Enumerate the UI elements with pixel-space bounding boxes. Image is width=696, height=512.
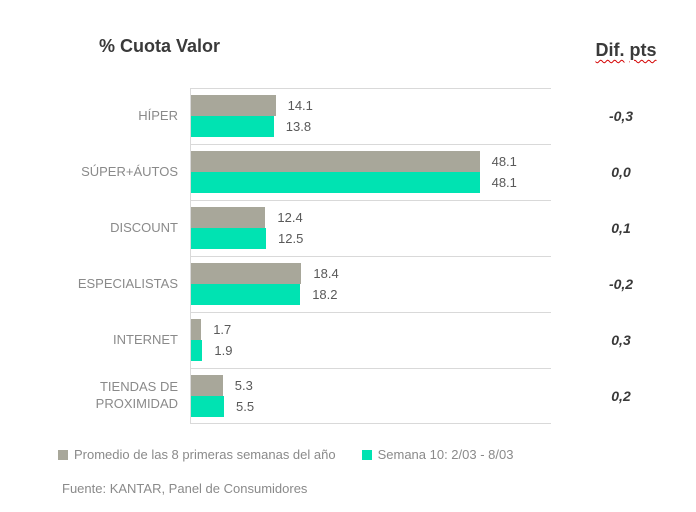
bar-week-series	[191, 116, 274, 137]
legend-label-average: Promedio de las 8 primeras semanas del a…	[74, 447, 336, 462]
plot-cell: 14.1 13.8	[190, 88, 551, 144]
plot-cell: 1.7 1.9	[190, 312, 551, 368]
source-note: Fuente: KANTAR, Panel de Consumidores	[62, 481, 308, 496]
dif-pts-value: 0,1	[611, 220, 631, 236]
dif-word: Dif.	[595, 40, 625, 60]
bar-week-value-label: 5.5	[236, 399, 255, 414]
category-label: INTERNET	[113, 331, 178, 347]
chart-row: DISCOUNT 12.4 12.5 0,1	[40, 200, 661, 256]
bar-week-series	[191, 284, 301, 305]
bar-week-series	[191, 396, 224, 417]
dif-pts-value: -0,2	[608, 276, 634, 292]
bar-average-value-label: 14.1	[287, 98, 313, 113]
plot-cell: 12.4 12.5	[190, 200, 551, 256]
bar-average-value-label: 48.1	[491, 154, 517, 169]
bar-week-value-label: 13.8	[285, 119, 312, 134]
bar-average-series	[191, 263, 302, 284]
bar-average-series	[191, 207, 266, 228]
chart-row: TIENDAS DE PROXIMIDAD 5.3 5.5 0,2	[40, 368, 661, 424]
legend-item-average: Promedio de las 8 primeras semanas del a…	[58, 447, 336, 462]
bar-week-value-label: 1.9	[214, 343, 233, 358]
chart-row: ESPECIALISTAS 18.4 18.2 -0,2	[40, 256, 661, 312]
dif-pts-value: 0,0	[611, 164, 631, 180]
bar-average-value-label: 1.7	[213, 322, 232, 337]
legend-label-week: Semana 10: 2/03 - 8/03	[377, 447, 514, 462]
dif-pts-value: 0,2	[611, 388, 631, 404]
bar-week-value-label: 18.2	[312, 287, 338, 302]
bar-average-value-label: 12.4	[277, 210, 303, 225]
legend-swatch-week	[361, 449, 372, 460]
plot-cell: 5.3 5.5	[190, 368, 551, 424]
dif-pts-header: Dif. pts	[580, 40, 672, 61]
bar-chart-rows: HÍPER 14.1 13.8 -0,3 SÚPER+ÁUTOS 48.1	[40, 88, 661, 424]
bar-average-value-label: 18.4	[313, 266, 339, 281]
category-label: SÚPER+ÁUTOS	[81, 163, 178, 179]
legend-swatch-average	[58, 449, 68, 460]
plot-cell: 48.1 48.1	[190, 144, 551, 200]
category-label: TIENDAS DE PROXIMIDAD	[95, 379, 178, 411]
bar-average-value-label: 5.3	[234, 378, 253, 393]
bar-week-value-label: 12.5	[278, 231, 304, 246]
category-label: HÍPER	[138, 107, 178, 123]
bar-average-series	[191, 375, 223, 396]
dif-pts-value: 0,3	[611, 332, 631, 348]
category-label: DISCOUNT	[110, 219, 178, 235]
bar-week-series	[191, 340, 203, 361]
bar-average-series	[191, 95, 276, 116]
dif-pts-value: -0,3	[608, 108, 634, 124]
bar-week-value-label: 48.1	[491, 175, 517, 190]
chart-row: HÍPER 14.1 13.8 -0,3	[40, 88, 661, 144]
bar-average-series	[191, 319, 202, 340]
pts-word: pts	[629, 40, 657, 60]
chart-row: SÚPER+ÁUTOS 48.1 48.1 0,0	[40, 144, 661, 200]
chart-row: INTERNET 1.7 1.9 0,3	[40, 312, 661, 368]
bar-average-series	[191, 151, 480, 172]
legend-item-week: Semana 10: 2/03 - 8/03	[361, 447, 514, 462]
chart-title: % Cuota Valor	[99, 36, 221, 56]
bar-week-series	[191, 228, 266, 249]
bar-week-series	[191, 172, 480, 193]
category-label: ESPECIALISTAS	[77, 275, 178, 291]
plot-cell: 18.4 18.2	[190, 256, 551, 312]
legend: Promedio de las 8 primeras semanas del a…	[58, 447, 513, 462]
